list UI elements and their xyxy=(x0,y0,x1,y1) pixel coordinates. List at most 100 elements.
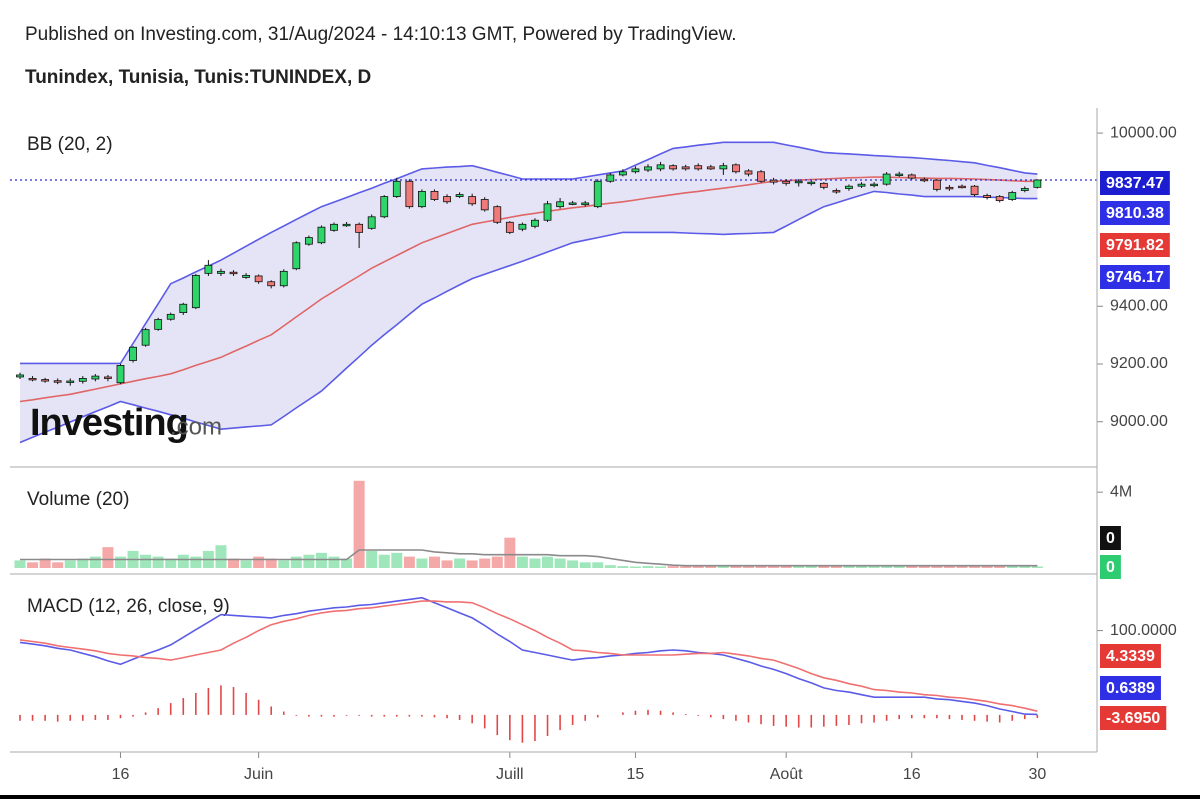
bar xyxy=(240,560,252,568)
bar xyxy=(692,566,704,568)
chart-title: Published on Investing.com, 31/Aug/2024 … xyxy=(25,24,737,45)
value-badge: 9791.82 xyxy=(1100,233,1170,257)
bar xyxy=(567,560,579,568)
bar xyxy=(956,566,968,568)
x-tick-label: Juin xyxy=(244,766,273,783)
bar xyxy=(973,714,976,721)
bar xyxy=(228,558,240,568)
bar xyxy=(341,558,353,568)
bar xyxy=(446,714,448,719)
bar xyxy=(843,566,855,568)
bar xyxy=(1011,714,1014,721)
badge-box xyxy=(1100,706,1167,730)
bar xyxy=(797,714,800,728)
candle-body xyxy=(342,223,351,227)
bar xyxy=(805,566,817,568)
bar xyxy=(416,558,428,568)
badge-value: 9746.17 xyxy=(1106,269,1164,286)
candle-body xyxy=(782,180,791,184)
bar xyxy=(119,714,122,719)
candle-body xyxy=(66,380,75,383)
candle-body xyxy=(279,270,288,287)
candle-body xyxy=(104,376,112,379)
bar xyxy=(428,556,440,568)
line xyxy=(19,600,1038,712)
bar xyxy=(571,714,574,726)
bar xyxy=(881,566,893,568)
bar xyxy=(998,714,1001,723)
candle-body xyxy=(53,380,62,383)
candle-body xyxy=(794,180,803,184)
bar xyxy=(860,714,863,724)
panel-label: BB (20, 2) xyxy=(27,134,113,155)
x-tick-label: 30 xyxy=(1028,766,1046,783)
bar xyxy=(943,566,955,568)
bar xyxy=(559,714,561,731)
bar xyxy=(584,714,586,721)
bar xyxy=(441,560,453,568)
badge-value: 0 xyxy=(1106,530,1115,547)
candle-body xyxy=(392,180,401,197)
candle-body xyxy=(870,183,878,187)
value-badge: 0 xyxy=(1100,526,1121,550)
bar xyxy=(290,556,302,568)
bar xyxy=(835,714,838,726)
bar xyxy=(596,714,599,718)
candle-body xyxy=(28,378,37,381)
candle-body xyxy=(1033,179,1042,188)
candle-body xyxy=(819,182,828,188)
bar xyxy=(353,480,365,568)
bar xyxy=(684,714,687,715)
x-tick-label: 16 xyxy=(112,766,130,783)
bar xyxy=(642,566,654,568)
candle-body xyxy=(154,319,163,330)
candle-body xyxy=(455,194,464,197)
bar xyxy=(391,552,403,568)
candle-body xyxy=(179,303,188,314)
bar xyxy=(554,558,566,568)
candle-body xyxy=(1008,192,1017,200)
bar xyxy=(207,687,210,715)
candle-body xyxy=(116,365,125,384)
candle-body xyxy=(920,178,929,182)
bar xyxy=(433,714,436,718)
bar xyxy=(107,714,109,720)
bar xyxy=(730,566,742,568)
bar xyxy=(969,566,981,568)
bar xyxy=(667,566,679,568)
candle-body xyxy=(405,180,414,208)
badge-box xyxy=(1100,265,1170,289)
bar xyxy=(1036,714,1039,719)
bar xyxy=(479,558,491,568)
candle-body xyxy=(468,196,477,205)
candle-body xyxy=(292,242,301,270)
watermark: Investing xyxy=(30,402,188,444)
candle-body xyxy=(593,180,602,208)
bar xyxy=(856,566,868,568)
bar xyxy=(1031,566,1043,568)
bar xyxy=(1019,566,1031,568)
bar xyxy=(680,566,692,568)
bar xyxy=(182,698,185,715)
bar xyxy=(466,560,478,568)
bar xyxy=(82,714,84,721)
candle-body xyxy=(983,195,992,198)
candle-body xyxy=(129,346,137,361)
value-badge: 9746.17 xyxy=(1100,265,1170,289)
bar xyxy=(89,556,101,568)
bar xyxy=(315,552,327,568)
candle-body xyxy=(644,166,652,171)
bar xyxy=(144,712,147,715)
line xyxy=(19,176,1038,403)
badge-value: 0 xyxy=(1106,559,1115,576)
candle-body xyxy=(267,281,276,287)
bar xyxy=(810,714,813,728)
badge-box xyxy=(1100,555,1121,579)
bar xyxy=(278,560,290,568)
bar xyxy=(760,714,762,725)
band-fill xyxy=(20,142,1038,443)
bar xyxy=(906,566,918,568)
bar xyxy=(617,566,629,568)
bar xyxy=(848,714,850,726)
